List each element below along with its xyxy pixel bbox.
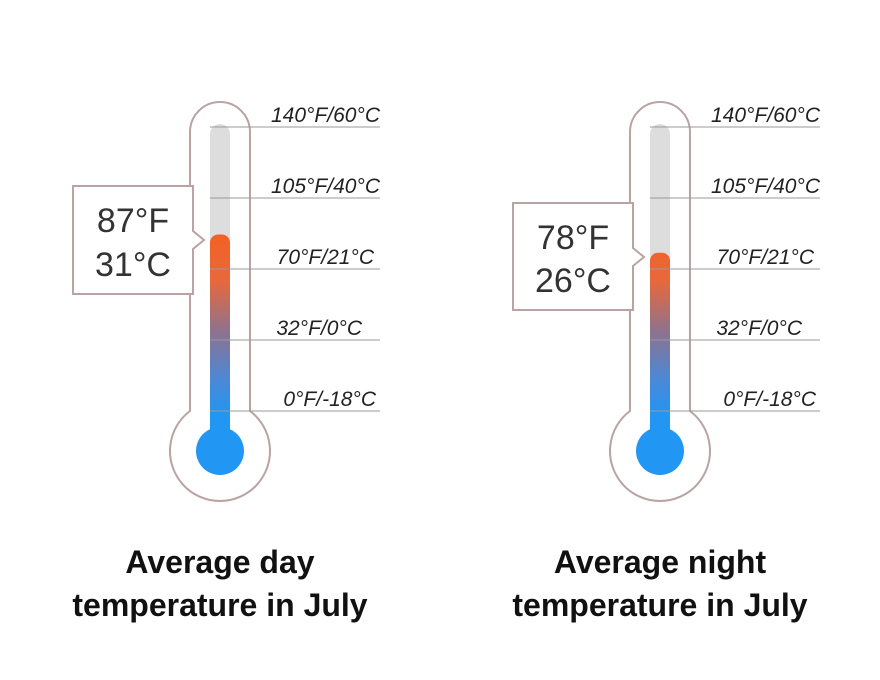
- scale-tick-label: 105°F/40°C: [711, 175, 821, 198]
- scale-tick-label: 0°F/-18°C: [723, 388, 816, 411]
- scale-tick-label: 70°F/21°C: [277, 246, 375, 269]
- scale-tick-label: 140°F/60°C: [271, 104, 381, 127]
- thermometer-day-mercury: [210, 234, 230, 440]
- thermometer-night-value-callout: 78°F 26°C: [512, 202, 646, 311]
- title-line: Average day: [125, 544, 314, 580]
- thermometer-day: 140°F/60°C 105°F/40°C 70°F/21°C 32°F/0°C…: [72, 101, 381, 623]
- thermometer-day-title: Average day temperature in July: [72, 544, 367, 623]
- callout-box: [512, 202, 646, 311]
- scale-tick-label: 0°F/-18°C: [283, 388, 376, 411]
- title-line: Average night: [554, 544, 767, 580]
- title-line: temperature in July: [512, 587, 807, 623]
- callout-value-celsius: 31°C: [95, 246, 171, 284]
- thermometer-day-scale: 140°F/60°C 105°F/40°C 70°F/21°C 32°F/0°C…: [210, 104, 381, 412]
- thermometer-night: 140°F/60°C 105°F/40°C 70°F/21°C 32°F/0°C…: [512, 101, 821, 623]
- title-line: temperature in July: [72, 587, 367, 623]
- thermometer-day-bulb: [196, 427, 244, 475]
- thermometer-night-bulb: [636, 427, 684, 475]
- thermometer-night-title: Average night temperature in July: [512, 544, 807, 623]
- scale-tick-label: 105°F/40°C: [271, 175, 381, 198]
- scale-tick-label: 32°F/0°C: [276, 317, 362, 340]
- scale-tick-label: 140°F/60°C: [711, 104, 821, 127]
- callout-value-fahrenheit: 78°F: [537, 219, 609, 257]
- callout-value-fahrenheit: 87°F: [97, 202, 169, 240]
- scale-tick-label: 32°F/0°C: [716, 317, 802, 340]
- callout-value-celsius: 26°C: [535, 262, 611, 300]
- thermometer-day-value-callout: 87°F 31°C: [72, 185, 206, 295]
- thermometer-night-mercury: [650, 252, 670, 440]
- callout-box: [72, 185, 206, 295]
- thermometer-night-scale: 140°F/60°C 105°F/40°C 70°F/21°C 32°F/0°C…: [650, 104, 821, 412]
- scale-tick-label: 70°F/21°C: [717, 246, 815, 269]
